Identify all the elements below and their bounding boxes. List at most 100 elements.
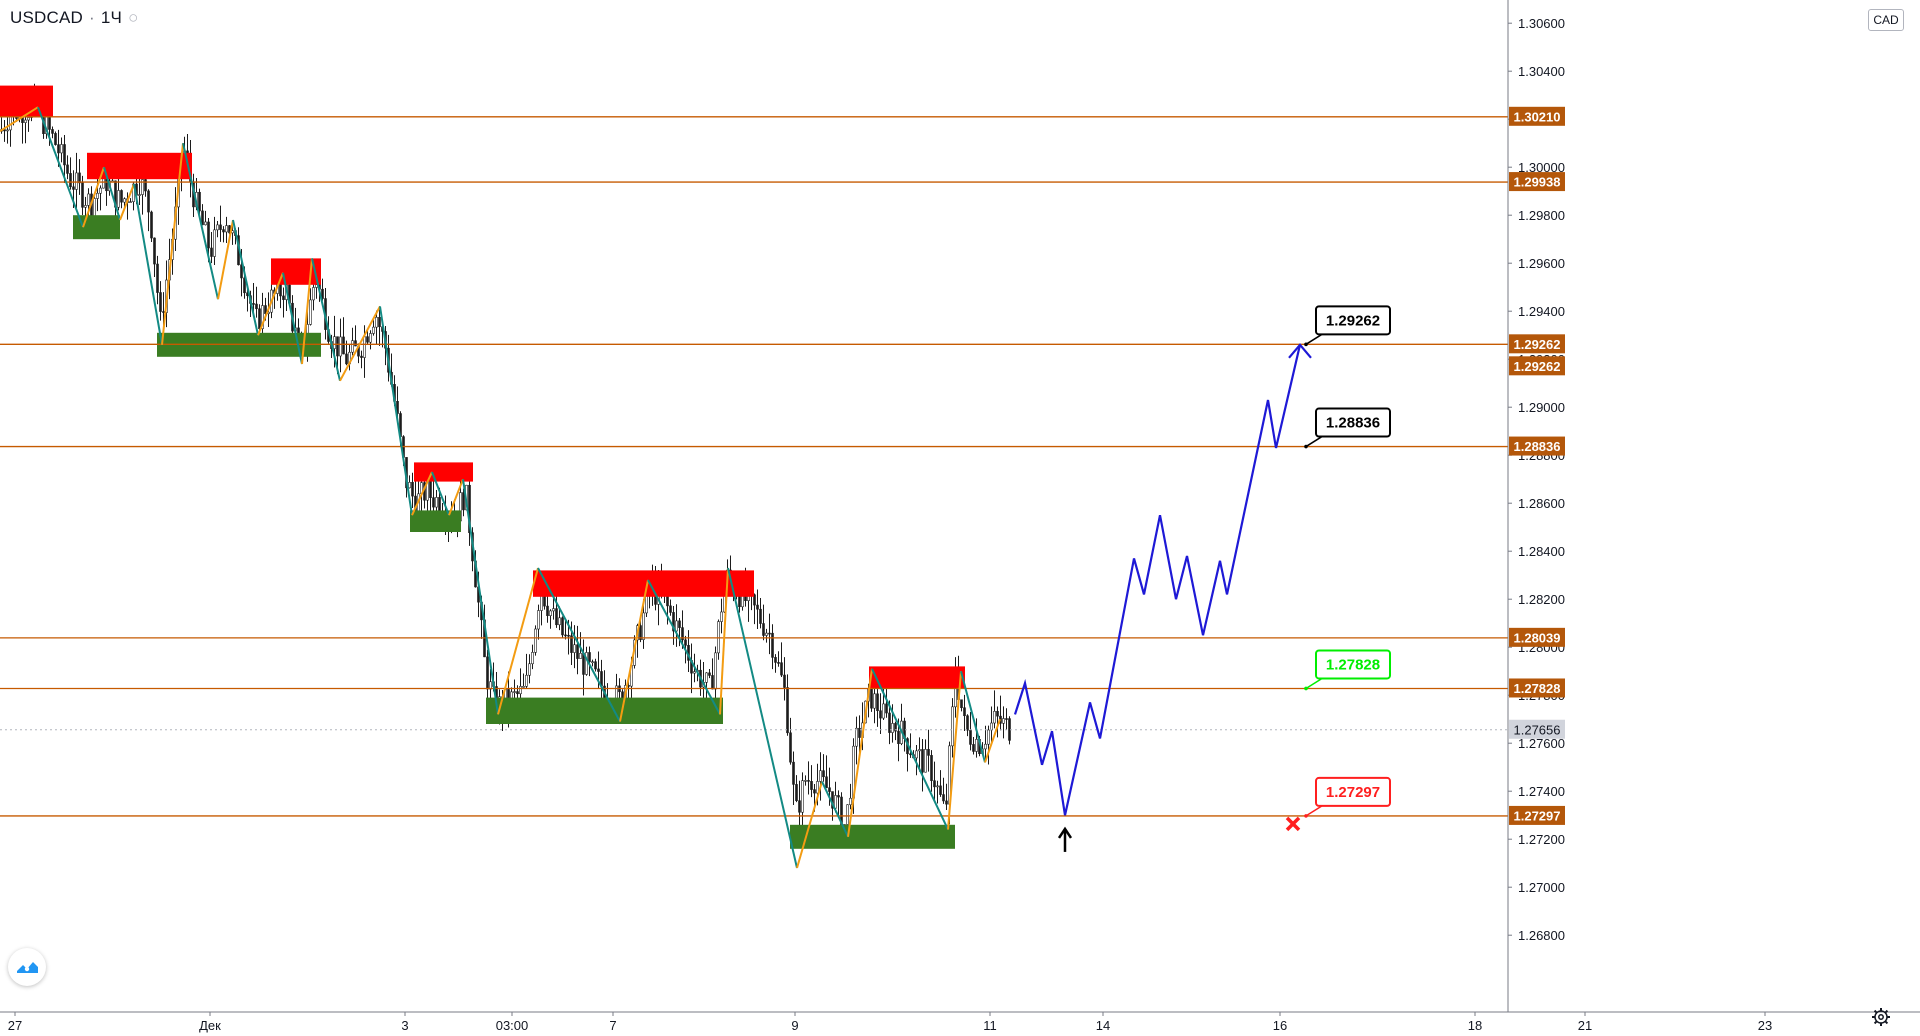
callout-box — [1315, 407, 1391, 438]
level-price-tag — [1509, 106, 1565, 126]
symbol-name[interactable]: USDCAD — [10, 8, 83, 27]
price-axis[interactable]: 1.26800 1.27000 1.27200 1.27400 1.27600 1.278… — [1507, 0, 1565, 1012]
candle-body — [51, 129, 54, 134]
interval-label[interactable]: 1Ч — [100, 8, 123, 27]
candle-body — [972, 744, 975, 752]
level-price-tag — [1509, 436, 1565, 456]
callout-label: 1.28836 — [1326, 415, 1380, 432]
levels-layer — [0, 116, 1508, 817]
candle-body — [882, 703, 885, 719]
candle-body — [99, 187, 102, 194]
zigzag-up-leg — [847, 668, 873, 837]
candle-body — [138, 194, 141, 196]
candle-body — [24, 119, 27, 123]
candle-body — [966, 715, 969, 731]
candle-body — [720, 611, 723, 622]
candle-body — [120, 190, 123, 203]
candle-body — [129, 201, 132, 203]
candle-body — [75, 172, 78, 190]
zigzag-up-leg — [119, 183, 135, 221]
price-tick-label: 1.27600 — [1518, 736, 1565, 751]
time-tick-label: 21 — [1578, 1018, 1592, 1033]
callout-box — [1315, 649, 1391, 680]
candle-body — [927, 749, 930, 756]
candle-body — [936, 785, 939, 788]
zigzag-down-leg — [960, 670, 986, 763]
tradingview-logo[interactable] — [8, 948, 46, 986]
candle-body — [984, 743, 987, 750]
candle-body — [1002, 718, 1005, 724]
candle-body — [933, 780, 936, 788]
candle-body — [468, 484, 471, 533]
candle-body — [549, 610, 552, 616]
candle-body — [345, 353, 348, 365]
candle-body — [738, 595, 741, 608]
symbol-header[interactable]: USDCAD · 1Ч ○ — [10, 8, 139, 27]
callout-anchor — [1304, 342, 1308, 347]
candle-body — [996, 711, 999, 717]
price-tick-label: 1.30000 — [1518, 160, 1565, 175]
zigzag-up-leg — [411, 471, 433, 516]
gear-icon[interactable] — [1870, 1006, 1892, 1028]
price-tick-label: 1.27000 — [1518, 880, 1565, 895]
candle-body — [714, 652, 717, 690]
callout-label: 1.27297 — [1326, 784, 1380, 801]
forecast-layer — [1013, 343, 1312, 816]
current-price-tag — [1509, 719, 1565, 739]
candle-body — [786, 687, 789, 734]
candle-body — [918, 749, 921, 752]
zigzag-up-leg — [448, 478, 464, 516]
candle-body — [222, 229, 225, 233]
candle-body — [969, 729, 972, 745]
candle-body — [822, 770, 825, 778]
candle-body — [6, 129, 9, 132]
candle-body — [945, 800, 948, 805]
candle-body — [795, 784, 798, 801]
current-price-tag-label: 1.27656 — [1514, 722, 1561, 737]
price-tick-label: 1.26800 — [1518, 928, 1565, 943]
candle-body — [252, 303, 255, 305]
price-tick-label: 1.30400 — [1518, 64, 1565, 79]
price-callout: 1.29262 — [1304, 305, 1391, 347]
currency-badge[interactable]: CAD — [1868, 9, 1904, 31]
logo-icon — [17, 962, 38, 973]
candle-body — [378, 317, 381, 328]
callout-label: 1.27828 — [1326, 656, 1380, 673]
candle-body — [144, 179, 147, 192]
candle-body — [921, 749, 924, 773]
candle-body — [432, 497, 435, 508]
candle-body — [201, 210, 204, 226]
zigzag-up-leg — [217, 219, 234, 300]
cross-icon — [1285, 816, 1301, 832]
price-callout: 1.28836 — [1304, 407, 1391, 449]
level-price-tag-label: 1.28836 — [1514, 439, 1561, 454]
callout-pointer — [1305, 333, 1323, 345]
zigzag-up-leg — [796, 781, 823, 869]
zigzag-down-leg — [311, 258, 341, 382]
candle-body — [198, 191, 201, 212]
candle-body — [669, 605, 672, 613]
price-tick-label: 1.27400 — [1518, 784, 1565, 799]
candle-body — [672, 612, 675, 632]
candle-body — [888, 712, 891, 733]
forecast-path — [1013, 344, 1302, 816]
candle-body — [588, 652, 591, 663]
time-tick-label: 27 — [8, 1018, 22, 1033]
candle-body — [546, 605, 549, 616]
candle-body — [48, 115, 51, 130]
level-price-tag-label: 1.30210 — [1514, 109, 1561, 124]
candle-body — [570, 635, 573, 653]
level-price-tag — [1509, 172, 1565, 192]
candle-body — [519, 686, 522, 695]
candle-body — [375, 317, 378, 328]
support-zone — [790, 824, 955, 849]
candle-body — [873, 693, 876, 709]
zigzag-up-leg — [257, 272, 284, 336]
time-tick-label: 23 — [1758, 1018, 1772, 1033]
time-axis[interactable]: 27 Дек 3 03:00 7 9 11 14 16 18 21 23 — [0, 1011, 1920, 1033]
zigzag-down-leg — [727, 567, 798, 869]
forecast-arrowhead — [1288, 343, 1312, 359]
callout-anchor — [1304, 444, 1308, 449]
candle-body — [810, 781, 813, 790]
